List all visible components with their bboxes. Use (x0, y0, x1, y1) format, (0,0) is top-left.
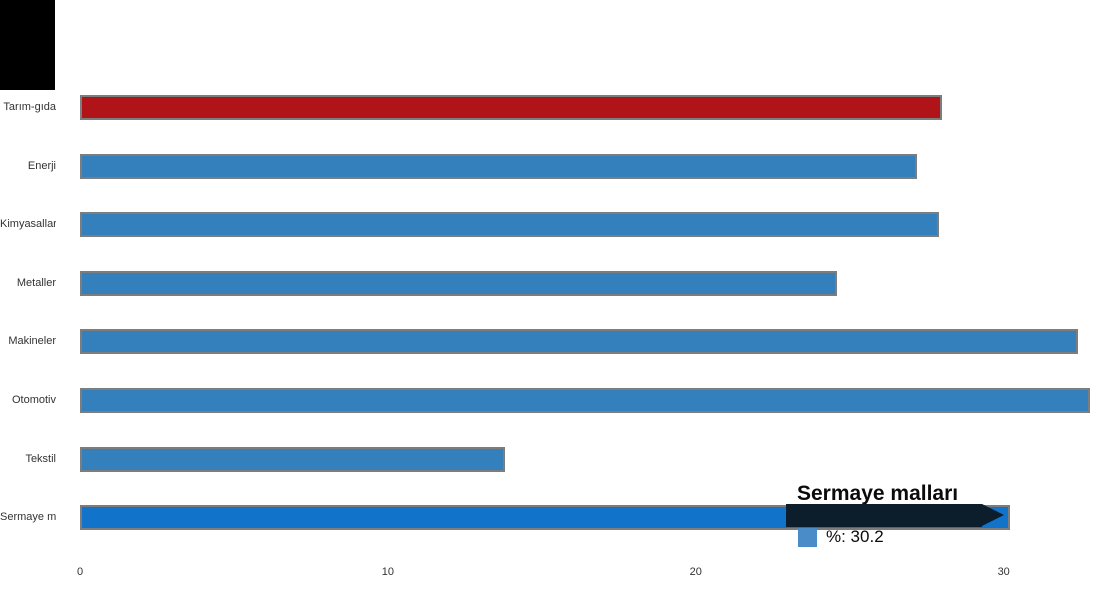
bar[interactable] (80, 212, 939, 238)
chart-row: Otomotiv (0, 388, 1100, 413)
bar[interactable] (80, 270, 837, 296)
corner-block (0, 0, 55, 90)
category-label: Enerji (27, 159, 56, 172)
tooltip-background-band (786, 504, 982, 527)
x-axis-tick-label: 30 (997, 566, 1010, 578)
tooltip-title: Sermaye malları (797, 482, 959, 505)
bar[interactable] (80, 153, 917, 179)
category-label: Makineler (8, 335, 56, 348)
tooltip-body: %: 30.2 (798, 527, 884, 547)
category-label: Kimyasallar (0, 218, 56, 231)
category-label: Tekstil (25, 452, 56, 465)
chart-row: Metaller (0, 270, 1100, 296)
category-label: Tarım-gıda (3, 101, 56, 113)
category-label: Metaller (16, 276, 56, 289)
chart-row: Tekstil (0, 446, 1100, 472)
x-axis-tick-label: 10 (381, 566, 395, 578)
chart-row: Tarım-gıda (0, 95, 1100, 120)
bar[interactable] (80, 446, 505, 472)
bar[interactable] (80, 95, 942, 120)
series-marker-icon (798, 527, 817, 547)
category-label: Sermaye malları (0, 511, 56, 524)
bar[interactable] (80, 388, 1090, 413)
chart-row: Enerji (0, 153, 1100, 179)
bar[interactable] (80, 329, 1078, 355)
tooltip-callout-arrow-icon (982, 504, 1004, 526)
tooltip-value: %: 30.2 (826, 527, 884, 546)
x-axis-tick-label: 0 (76, 566, 84, 578)
chart-row: Kimyasallar (0, 212, 1100, 238)
chart-row: Makineler (0, 329, 1100, 355)
x-axis-tick-label: 20 (689, 566, 702, 578)
category-label: Otomotiv (11, 394, 56, 406)
